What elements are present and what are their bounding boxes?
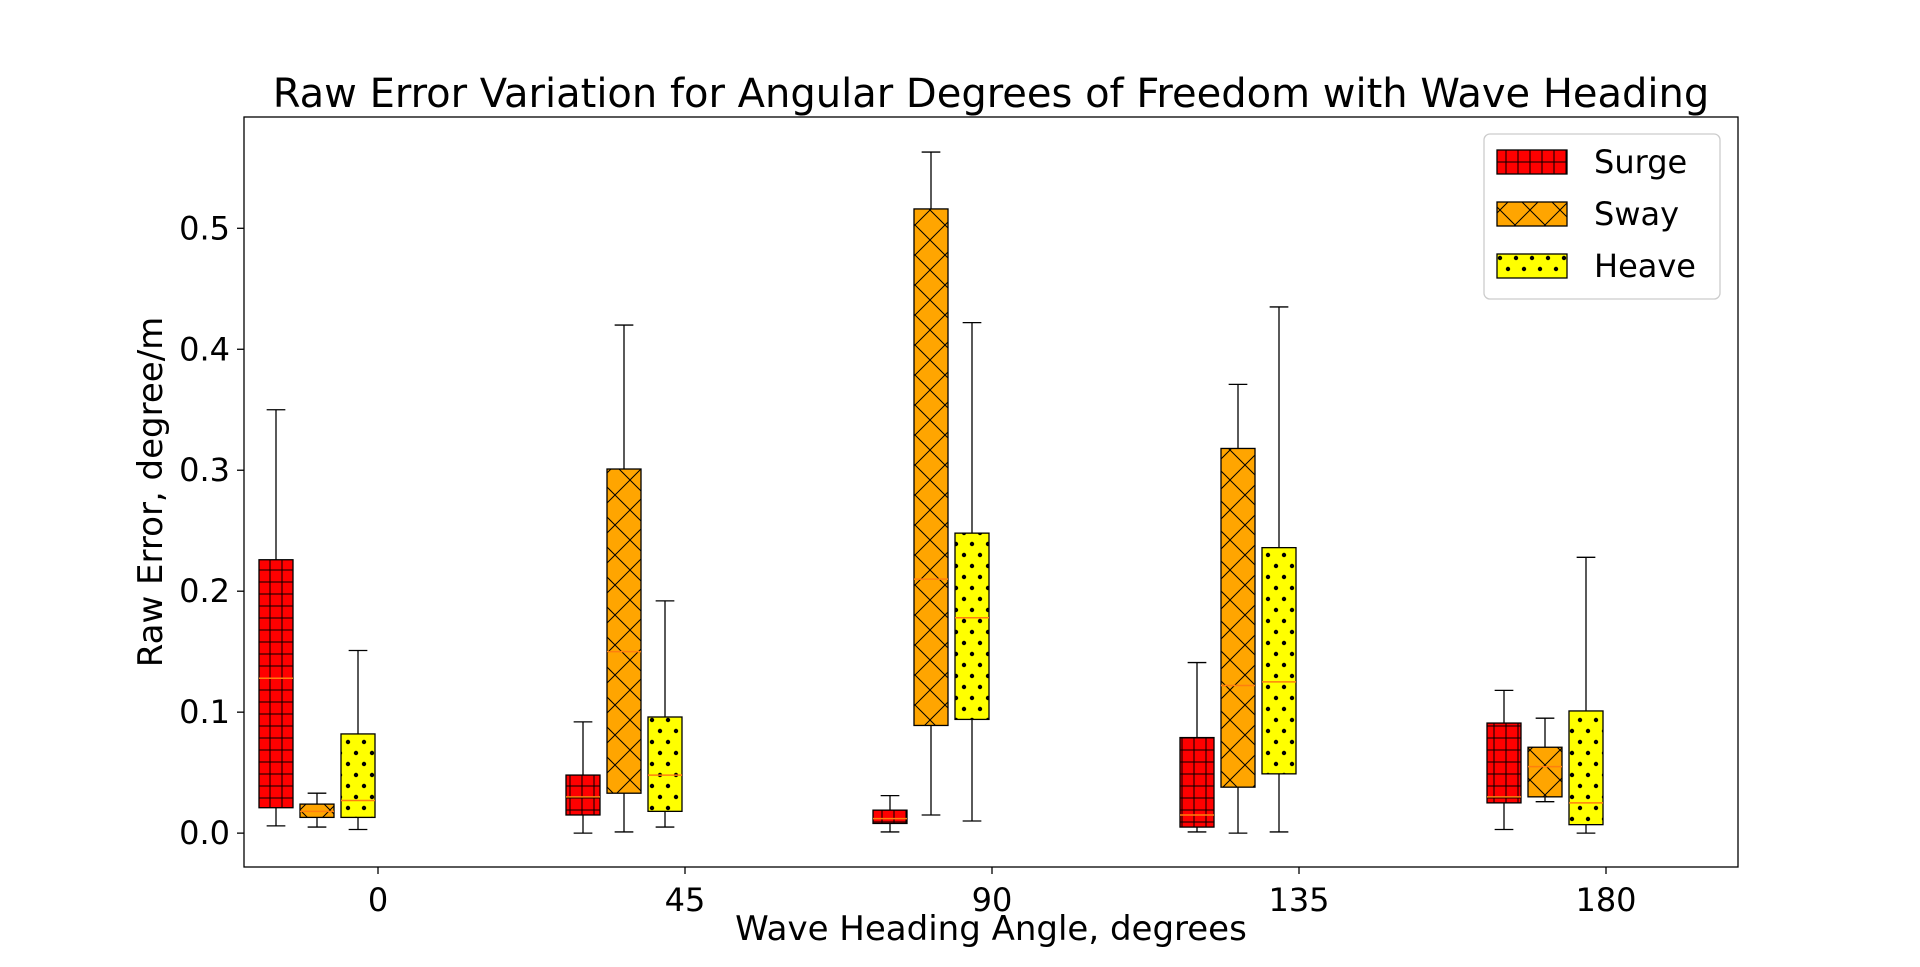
x-tick-label: 90 (972, 881, 1013, 919)
box-heave-45 (647, 600, 683, 828)
box-body (1568, 710, 1604, 826)
x-axis: 0 45 90 135 180 (368, 867, 1637, 919)
x-axis-label: Wave Heading Angle, degrees (735, 909, 1247, 949)
y-axis: 0.0 0.1 0.2 0.3 0.4 0.5 (179, 209, 244, 852)
box-body (1261, 546, 1297, 775)
box-surge-135 (1179, 661, 1215, 833)
legend: Surge Sway Heave (1483, 133, 1721, 300)
box-sway-135 (1220, 383, 1256, 834)
legend-label: Surge (1594, 143, 1687, 181)
legend-entry-heave: Heave (1496, 247, 1696, 285)
box-body (647, 716, 683, 813)
y-tick-label: 0.4 (179, 330, 230, 368)
box-body (1527, 746, 1563, 798)
box-sway-45 (606, 324, 642, 833)
legend-swatch (1496, 201, 1568, 227)
y-tick-label: 0.2 (179, 572, 230, 610)
y-tick-label: 0.1 (179, 693, 230, 731)
box-body (258, 559, 294, 809)
plot-area (258, 151, 1604, 834)
box-body (913, 208, 949, 727)
box-body (872, 809, 908, 825)
y-tick-label: 0.3 (179, 451, 230, 489)
x-tick-label: 0 (368, 881, 388, 919)
box-sway-90 (913, 151, 949, 816)
box-surge-180 (1486, 689, 1522, 831)
box-heave-180 (1568, 556, 1604, 834)
box-heave-90 (954, 321, 990, 822)
legend-label: Heave (1594, 247, 1696, 285)
box-body (1486, 722, 1522, 804)
y-axis-label: Raw Error, degree/m (131, 317, 171, 668)
box-body (1179, 736, 1215, 828)
box-surge-45 (565, 721, 601, 834)
x-tick-label: 180 (1575, 881, 1636, 919)
x-tick-label: 45 (665, 881, 706, 919)
legend-swatch (1496, 149, 1568, 175)
legend-entry-sway: Sway (1496, 195, 1679, 233)
plot-frame (243, 116, 1739, 868)
box-body (340, 733, 376, 819)
y-tick-label: 0.5 (179, 209, 230, 247)
box-sway-180 (1527, 717, 1563, 803)
box-heave-0 (340, 649, 376, 831)
chart-title: Raw Error Variation for Angular Degrees … (273, 71, 1710, 117)
box-body (565, 774, 601, 816)
y-tick-label: 0.0 (179, 814, 230, 852)
box-heave-135 (1261, 306, 1297, 833)
box-surge-0 (258, 409, 294, 827)
box-body (1220, 447, 1256, 788)
box-surge-90 (872, 794, 908, 833)
x-tick-label: 135 (1268, 881, 1329, 919)
box-sway-0 (299, 792, 335, 828)
box-body (606, 468, 642, 794)
box-body (954, 532, 990, 721)
legend-label: Sway (1594, 195, 1679, 233)
legend-entry-surge: Surge (1496, 143, 1687, 181)
legend-swatch (1496, 253, 1568, 279)
